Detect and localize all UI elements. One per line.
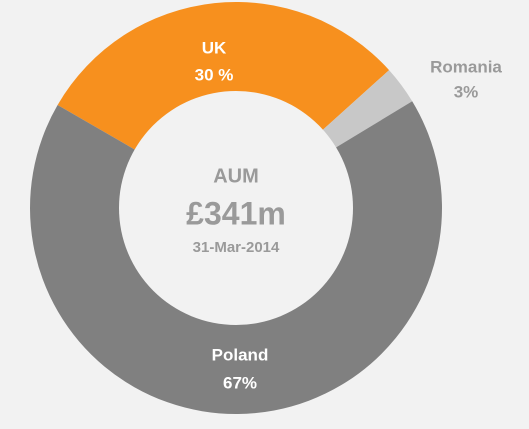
- center-date: 31-Mar-2014: [193, 239, 280, 256]
- slice-value-label: 67%: [223, 373, 257, 392]
- center-title: AUM: [213, 165, 259, 187]
- center-value: £341m: [186, 195, 286, 231]
- labels: UK 30 % Romania 3% Poland 67%: [195, 38, 503, 392]
- slice-name: Poland: [212, 345, 269, 364]
- slice-value-label: 30 %: [195, 65, 234, 84]
- donut-hole: [119, 91, 353, 325]
- slice-name: Romania: [430, 57, 502, 76]
- slice-value-label: 3%: [454, 82, 479, 101]
- slice-name: UK: [202, 38, 227, 57]
